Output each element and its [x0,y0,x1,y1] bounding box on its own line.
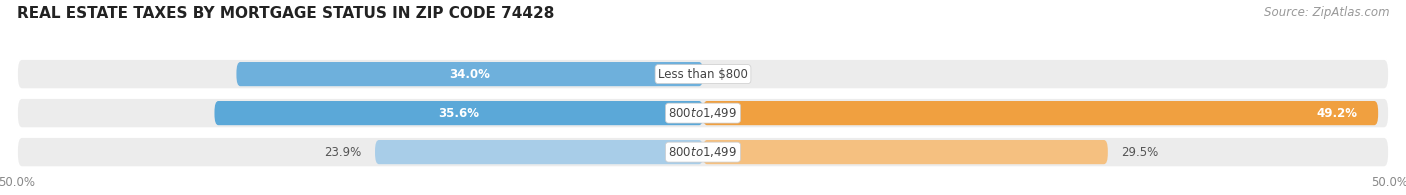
Text: $800 to $1,499: $800 to $1,499 [668,106,738,120]
Text: $800 to $1,499: $800 to $1,499 [668,145,738,159]
Text: 29.5%: 29.5% [1122,146,1159,159]
FancyBboxPatch shape [703,140,1108,164]
Text: Source: ZipAtlas.com: Source: ZipAtlas.com [1264,6,1389,19]
FancyBboxPatch shape [17,59,1389,89]
Text: 35.6%: 35.6% [439,107,479,120]
Text: 34.0%: 34.0% [450,68,491,81]
FancyBboxPatch shape [17,137,1389,167]
Text: 23.9%: 23.9% [323,146,361,159]
FancyBboxPatch shape [17,98,1389,128]
Text: 49.2%: 49.2% [1316,107,1358,120]
FancyBboxPatch shape [215,101,703,125]
Text: REAL ESTATE TAXES BY MORTGAGE STATUS IN ZIP CODE 74428: REAL ESTATE TAXES BY MORTGAGE STATUS IN … [17,6,554,21]
FancyBboxPatch shape [236,62,703,86]
Text: 0.0%: 0.0% [717,68,747,81]
FancyBboxPatch shape [703,101,1378,125]
FancyBboxPatch shape [375,140,703,164]
Text: Less than $800: Less than $800 [658,68,748,81]
